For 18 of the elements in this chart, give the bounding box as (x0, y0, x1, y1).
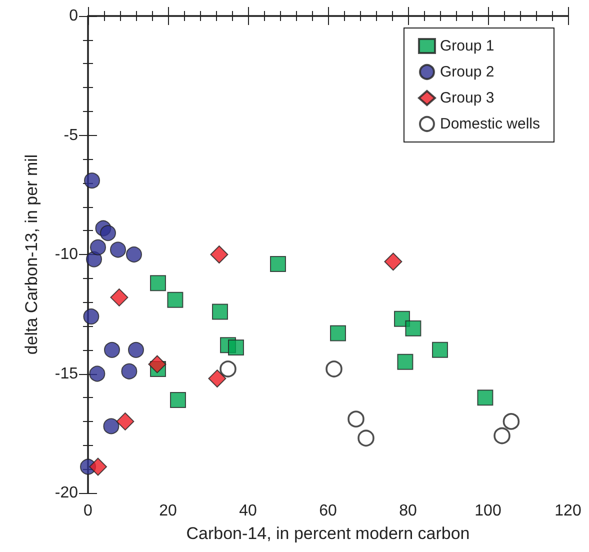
y-tick-label: 0 (69, 8, 78, 24)
x-tick-label: 120 (554, 502, 582, 520)
y-axis-title: delta Carbon-13, in per mil (22, 154, 41, 355)
y-tick-label: -20 (54, 484, 78, 502)
y-tick-label: -5 (64, 126, 78, 144)
x-tick-label: 100 (474, 502, 502, 520)
legend-label: Group 3 (440, 90, 494, 106)
x-tick-label: 60 (319, 502, 337, 520)
x-axis-title: Carbon-14, in percent modern carbon (186, 524, 470, 543)
y-tick-label: -10 (54, 246, 78, 263)
x-tick-label: 20 (159, 502, 177, 520)
legend-label: Group 2 (440, 64, 494, 80)
legend-label: Domestic wells (440, 116, 540, 132)
x-tick-label: 0 (84, 502, 93, 520)
legend-label: Group 1 (440, 38, 494, 54)
x-tick-label: 40 (239, 502, 257, 520)
y-tick-label: -15 (54, 365, 78, 382)
x-tick-label: 80 (399, 502, 417, 520)
